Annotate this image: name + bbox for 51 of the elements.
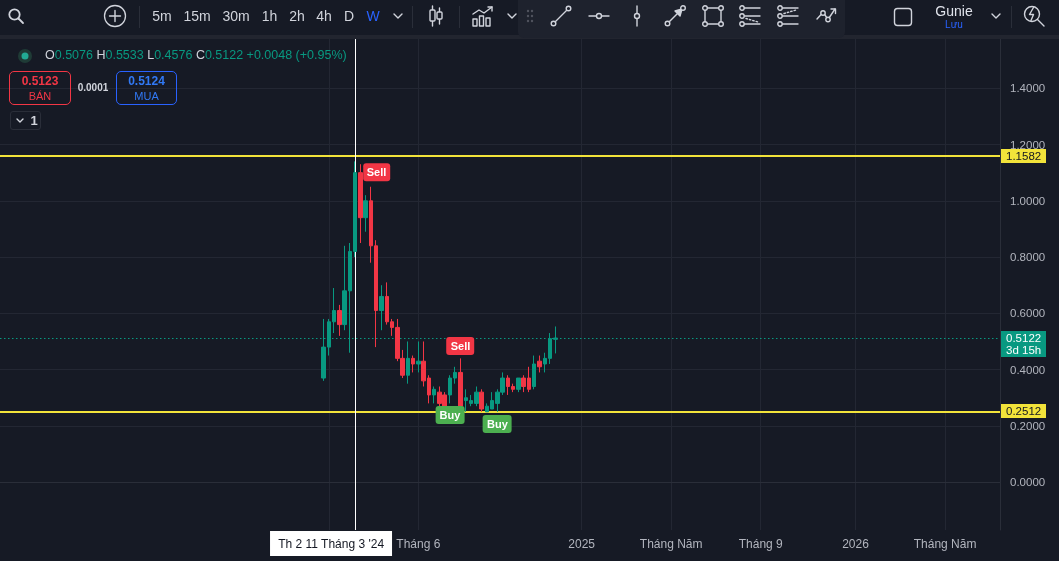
y-tick-label: 0.0000	[1010, 476, 1046, 489]
text: 1h	[261, 7, 278, 25]
ref-line-label: 0.5122 3d 15h	[1001, 331, 1047, 358]
candlestick	[406, 340, 410, 385]
annotation: Buy	[435, 406, 465, 425]
candlestick	[458, 357, 463, 407]
ref-line-label: Th 2 11 Tháng 3 '24	[270, 531, 393, 556]
annotation: 0.5124	[128, 74, 165, 89]
text: 30m	[222, 7, 250, 25]
y-tick-label: 0.4000	[1010, 363, 1046, 376]
annotation: Buy	[482, 414, 512, 433]
x-tick-label: 2026	[842, 537, 870, 551]
x-tick-label: Tháng Năm	[913, 537, 977, 551]
y-tick-label: 0.8000	[1010, 251, 1046, 264]
y-tick-label: 0.6000	[1010, 307, 1046, 320]
candlestick	[416, 340, 421, 373]
text: 5m	[152, 7, 172, 25]
x-tick-label: 2025	[568, 537, 596, 551]
y-tick-label: 0.2000	[1010, 419, 1046, 432]
x-tick-label: Tháng 9	[738, 537, 784, 551]
x-tick-label: Tháng Năm	[639, 537, 703, 551]
text: 15m	[183, 7, 211, 25]
annotation: MUA	[134, 89, 159, 103]
y-tick-label: 1.4000	[1010, 82, 1046, 95]
annotation: 0.5123	[21, 74, 59, 89]
annotation: O0.5076 H0.5533 L0.4576 C0.5122 +0.0048 (+0.95%)	[45, 47, 347, 62]
text: D	[343, 7, 355, 25]
x-tick-label: Tháng 6	[396, 537, 441, 551]
ref-line-label: 1.1582	[1001, 149, 1047, 164]
annotation: 0.0001	[77, 82, 109, 94]
text: W	[366, 7, 380, 25]
annotation: Sell	[446, 337, 475, 356]
text: 2h	[289, 7, 305, 25]
ref-line-label: 0.2512	[1001, 404, 1047, 419]
candlestick	[363, 194, 368, 233]
candlestick	[537, 355, 542, 373]
y-tick-label: 1.0000	[1010, 194, 1046, 207]
candlestick	[411, 355, 415, 373]
annotation: Sell	[362, 163, 391, 181]
candlestick	[379, 284, 384, 331]
text: 4h	[316, 7, 332, 25]
y-tick-label: 1.2000	[1010, 138, 1046, 151]
candlestick	[532, 355, 536, 390]
text: Lưu	[945, 18, 963, 31]
text: Gunie	[935, 2, 973, 20]
annotation: 1	[30, 112, 38, 129]
candlestick	[337, 304, 342, 337]
annotation: BÁN	[28, 89, 52, 103]
candlestick	[516, 377, 521, 393]
candlestick	[479, 388, 484, 413]
candlestick	[432, 386, 436, 404]
